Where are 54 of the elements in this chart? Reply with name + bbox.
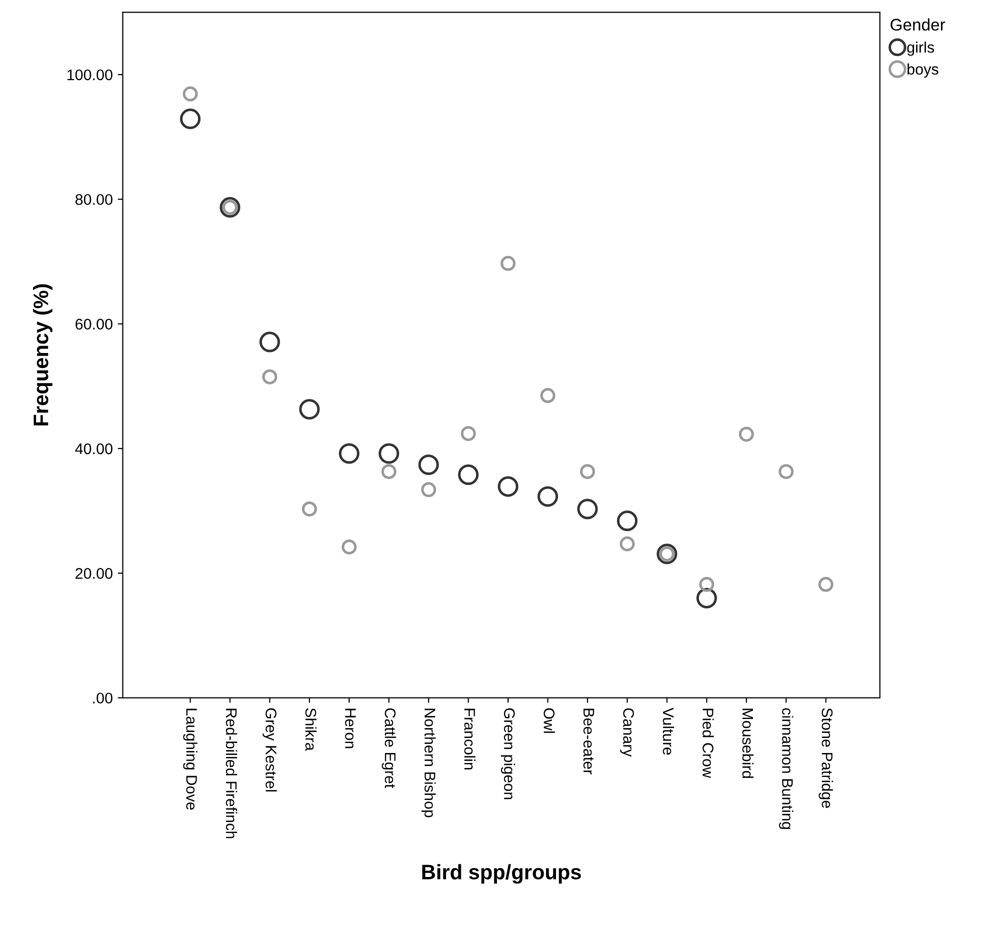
point — [421, 482, 436, 498]
point — [500, 256, 516, 271]
x-tick-label: Cattle Egret — [382, 708, 396, 788]
point — [342, 539, 357, 554]
point — [540, 388, 556, 404]
x-axis-title: Bird spp/groups — [422, 864, 581, 884]
point — [538, 486, 558, 507]
point — [818, 576, 834, 592]
point — [699, 576, 714, 592]
x-tick-label: Pied Crow — [702, 708, 714, 778]
point — [498, 476, 518, 497]
point — [620, 536, 635, 552]
point — [577, 498, 598, 520]
point — [182, 86, 198, 102]
x-tick-label: Mousebird — [742, 708, 754, 778]
x-tick-label: Laughing Dove — [183, 708, 198, 810]
point — [738, 426, 754, 442]
x-tick-label: Francolin — [464, 708, 476, 770]
y-tick-label: 100.00 — [67, 69, 112, 80]
x-tick-label: Shikra — [305, 708, 317, 751]
legend-title: Gender — [890, 18, 946, 31]
point — [180, 108, 201, 130]
point — [460, 426, 476, 442]
point — [262, 369, 278, 384]
y-axis-title: Frequency (%) — [32, 284, 52, 426]
point — [580, 464, 596, 480]
point — [302, 501, 317, 516]
point — [378, 443, 400, 464]
point — [418, 454, 439, 476]
x-tick-label: cinnamon Bunting — [779, 708, 794, 829]
legend-label: girls — [907, 42, 934, 56]
point — [381, 464, 396, 480]
x-tick-label: Heron — [345, 708, 356, 748]
legend-label: boys — [908, 63, 938, 78]
x-tick-label: Red-billed Firefinch — [226, 708, 238, 838]
x-tick-label: Northern Bishop — [421, 708, 436, 818]
y-tick-label: .00 — [93, 692, 112, 704]
point — [299, 398, 320, 420]
point — [338, 443, 360, 464]
x-tick-label: Canary — [620, 708, 634, 757]
y-tick-label: 80.00 — [75, 194, 112, 205]
y-tick-label: 40.00 — [75, 443, 112, 454]
y-tick-label: 20.00 — [76, 568, 112, 579]
x-tick-label: Owl — [544, 708, 555, 733]
x-tick-label: Stone Patridge — [818, 708, 833, 808]
point — [458, 464, 479, 485]
x-tick-label: Green pigeon — [500, 708, 516, 800]
point — [616, 510, 638, 532]
x-tick-label: Vulture — [662, 708, 674, 755]
x-tick-label: Grey Kestrel — [262, 708, 277, 792]
point — [778, 464, 794, 480]
point — [259, 332, 280, 352]
x-tick-label: Bee-eater — [583, 708, 594, 774]
y-tick-label: 60.00 — [76, 318, 112, 330]
